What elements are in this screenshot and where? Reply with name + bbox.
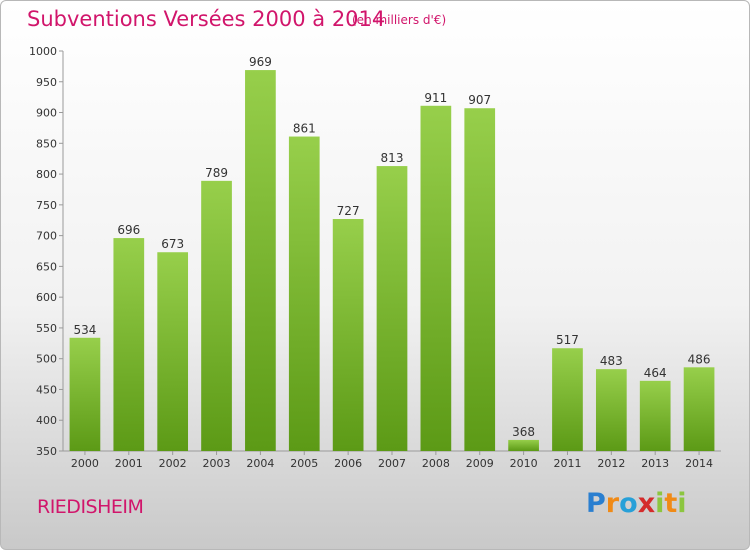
data-label: 483 xyxy=(600,354,623,368)
data-label: 861 xyxy=(293,122,316,136)
bar-2008 xyxy=(420,105,452,452)
chart-unit: (en milliers d'€) xyxy=(352,13,447,27)
commune-name: RIEDISHEIM xyxy=(37,496,144,518)
x-tick-label: 2004 xyxy=(246,457,274,470)
data-label: 696 xyxy=(117,223,140,237)
y-tick-label: 650 xyxy=(36,260,57,273)
bar-2014 xyxy=(683,367,715,451)
data-label: 486 xyxy=(688,352,711,366)
data-label: 813 xyxy=(381,151,404,165)
bar-2009 xyxy=(464,108,496,451)
y-tick-label: 400 xyxy=(36,414,57,427)
chart-title: Subventions Versées 2000 à 2014 xyxy=(27,7,386,31)
y-tick-label: 950 xyxy=(36,76,57,89)
bar-2003 xyxy=(201,180,232,451)
bar-2010 xyxy=(508,439,539,451)
x-tick-label: 2013 xyxy=(641,457,669,470)
data-label: 969 xyxy=(249,55,272,69)
x-tick-label: 2000 xyxy=(71,457,99,470)
x-tick-label: 2005 xyxy=(290,457,318,470)
data-label: 911 xyxy=(424,91,447,105)
x-tick-label: 2009 xyxy=(466,457,494,470)
y-tick-label: 550 xyxy=(36,322,57,335)
x-tick-label: 2002 xyxy=(159,457,187,470)
bar-2013 xyxy=(639,380,671,451)
y-tick-label: 450 xyxy=(36,383,57,396)
x-tick-label: 2011 xyxy=(553,457,581,470)
x-tick-label: 2014 xyxy=(685,457,713,470)
bar-2002 xyxy=(157,252,189,451)
chart-bars: 534 696 673 789 969 861 727 813 911 907 368 517 483 4… xyxy=(69,55,715,452)
x-tick-label: 2001 xyxy=(115,457,143,470)
y-tick-label: 850 xyxy=(36,137,57,150)
bar-2006 xyxy=(332,219,364,451)
y-tick-label: 700 xyxy=(36,230,57,243)
y-tick-label: 900 xyxy=(36,107,57,120)
bar-2004 xyxy=(245,70,276,452)
bar-2000 xyxy=(69,337,101,451)
x-tick-label: 2008 xyxy=(422,457,450,470)
y-tick-label: 350 xyxy=(36,445,57,458)
y-tick-label: 800 xyxy=(36,168,57,181)
bar-2001 xyxy=(113,238,145,451)
proxiti-logo: Proxiti xyxy=(586,488,687,519)
y-tick-label: 1000 xyxy=(29,45,57,58)
data-label: 517 xyxy=(556,333,579,347)
data-label: 534 xyxy=(73,323,96,337)
bar-2011 xyxy=(552,348,583,451)
data-label: 907 xyxy=(468,93,491,107)
data-label: 368 xyxy=(512,425,535,439)
x-tick-label: 2010 xyxy=(510,457,538,470)
x-tick-label: 2006 xyxy=(334,457,362,470)
x-tick-label: 2012 xyxy=(597,457,625,470)
y-tick-label: 500 xyxy=(36,353,57,366)
data-label: 727 xyxy=(337,204,360,218)
chart-axes: 350 400 450 500 550 600 650 700 750 800 850 900 950 1… xyxy=(29,45,721,470)
x-tick-label: 2003 xyxy=(203,457,231,470)
x-tick-label: 2007 xyxy=(378,457,406,470)
data-label: 464 xyxy=(644,366,667,380)
y-tick-label: 750 xyxy=(36,199,57,212)
bar-2007 xyxy=(376,166,408,452)
bar-2012 xyxy=(595,369,627,451)
data-label: 673 xyxy=(161,237,184,251)
y-tick-label: 600 xyxy=(36,291,57,304)
bar-2005 xyxy=(288,136,320,452)
data-label: 789 xyxy=(205,166,228,180)
